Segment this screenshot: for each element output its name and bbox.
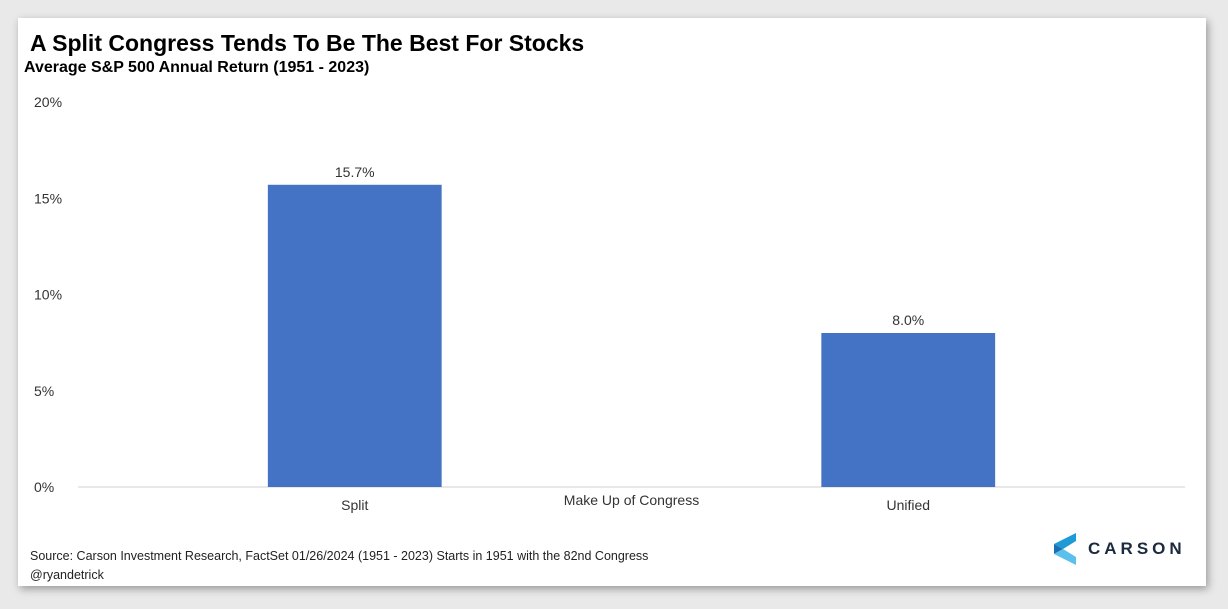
data-label-unified: 8.0% bbox=[892, 312, 924, 328]
y-tick-label: 10% bbox=[34, 287, 62, 303]
source-note: Source: Carson Investment Research, Fact… bbox=[30, 549, 649, 563]
chart-subtitle: Average S&P 500 Annual Return (1951 - 20… bbox=[24, 59, 370, 76]
bar-chart: 0% 5% 10% 15% 20% 15.7% Split 8.0% Unified Make U… bbox=[34, 94, 1185, 513]
chart-card: A Split Congress Tends To Be The Best Fo… bbox=[18, 18, 1206, 586]
y-tick-label: 5% bbox=[34, 383, 54, 399]
author-handle: @ryandetrick bbox=[30, 568, 104, 582]
x-tick-label-unified: Unified bbox=[886, 497, 930, 513]
carson-logo: CARSON bbox=[1054, 533, 1186, 565]
carson-chevron-icon bbox=[1054, 533, 1076, 565]
bar-unified bbox=[821, 333, 996, 487]
y-tick-label: 15% bbox=[34, 190, 62, 206]
x-tick-label-split: Split bbox=[341, 497, 368, 513]
bar-split bbox=[267, 184, 442, 487]
y-tick-label: 0% bbox=[34, 479, 54, 495]
carson-logo-text: CARSON bbox=[1088, 539, 1186, 558]
chart-title: A Split Congress Tends To Be The Best Fo… bbox=[30, 30, 585, 56]
data-label-split: 15.7% bbox=[335, 164, 375, 180]
y-tick-label: 20% bbox=[34, 94, 62, 110]
x-axis-title: Make Up of Congress bbox=[564, 492, 699, 508]
